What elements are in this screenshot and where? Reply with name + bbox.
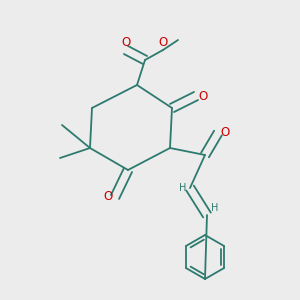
Text: O: O (158, 36, 168, 49)
Text: O: O (198, 89, 207, 103)
Text: H: H (178, 183, 186, 193)
Text: O: O (104, 190, 113, 203)
Text: O: O (220, 127, 229, 140)
Text: H: H (211, 203, 218, 213)
Text: O: O (122, 36, 130, 49)
